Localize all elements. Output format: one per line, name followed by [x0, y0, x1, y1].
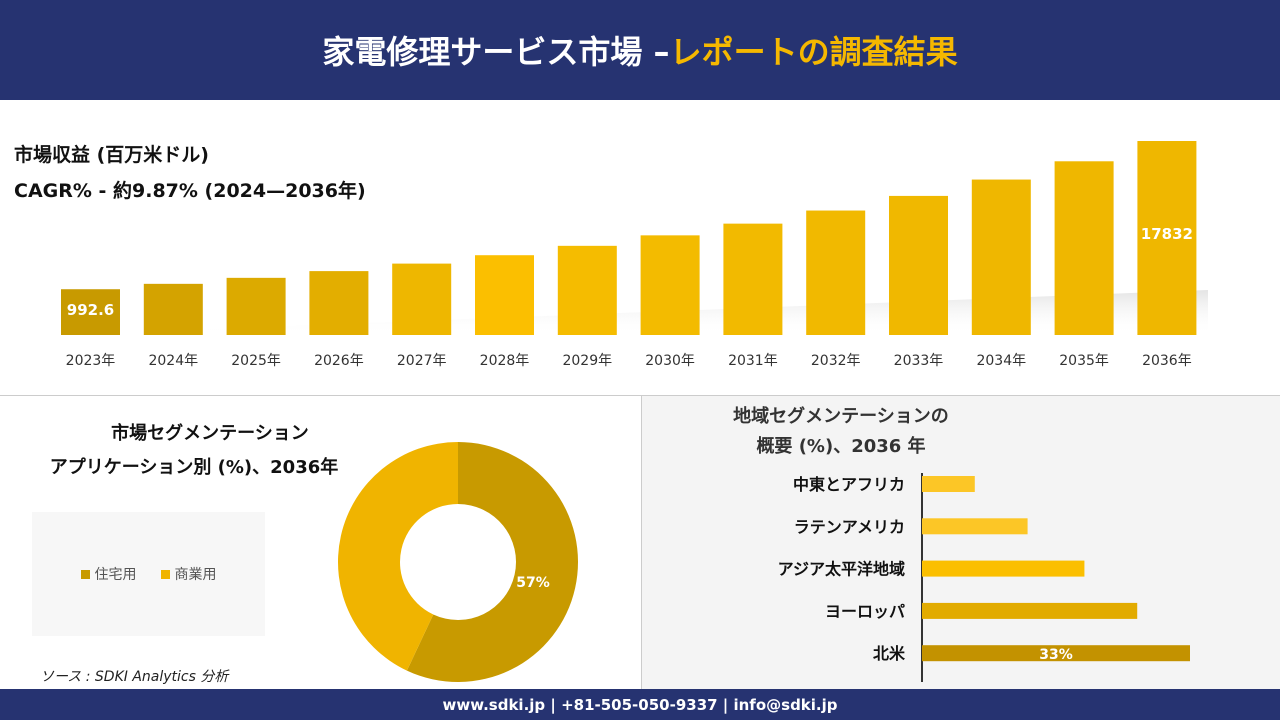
source-note: ソース : SDKI Analytics 分析 — [40, 669, 229, 685]
region-title-1: 地域セグメンテーションの — [733, 406, 949, 427]
bar-ヨーロッパ — [922, 602, 1138, 619]
bar-2033年 — [889, 195, 948, 335]
legend-item-residential: 住宅用 — [80, 564, 137, 584]
bar-北米 — [922, 645, 1190, 662]
bar-2034年 — [971, 179, 1031, 335]
x-tick-label: 2034年 — [976, 353, 1026, 369]
bar-2035年 — [1054, 161, 1114, 335]
bar-アジア太平洋地域 — [922, 560, 1085, 577]
data-label: 17832 — [1141, 225, 1193, 243]
x-tick-label: 2024年 — [148, 353, 198, 369]
application-donut-chart: 57% — [338, 442, 578, 682]
category-label: 北米 — [873, 644, 906, 663]
x-tick-label: 2029年 — [562, 353, 612, 369]
category-label: ラテンアメリカ — [794, 517, 905, 536]
data-label: 992.6 — [67, 301, 114, 319]
bar-2028年 — [475, 255, 534, 335]
slice-label: 57% — [516, 575, 550, 591]
title-main: 家電修理サービス市場 – — [322, 33, 670, 71]
bar-2026年 — [309, 271, 369, 335]
x-tick-label: 2025年 — [231, 353, 281, 369]
legend-label: 住宅用 — [94, 567, 137, 583]
footer-contact: www.sdki.jp | +81-505-050-9337 | info@sd… — [0, 689, 1280, 720]
region-panel — [641, 396, 1280, 689]
x-tick-label: 2031年 — [728, 353, 778, 369]
bar-ラテンアメリカ — [922, 518, 1028, 535]
donut-slice-住宅用 — [406, 442, 578, 682]
x-tick-label: 2023年 — [66, 353, 116, 369]
category-label: アジア太平洋地域 — [778, 560, 905, 579]
segment-title-1: 市場セグメンテーション — [111, 423, 309, 444]
category-label: ヨーロッパ — [825, 602, 905, 621]
legend-item-commercial: 商業用 — [160, 564, 217, 584]
category-label: 中東とアフリカ — [793, 475, 905, 494]
x-tick-label: 2030年 — [645, 353, 695, 369]
header-banner: 家電修理サービス市場 – レポートの調査結果 — [0, 0, 1280, 100]
x-tick-label: 2028年 — [480, 353, 530, 369]
x-tick-label: 2033年 — [894, 353, 944, 369]
x-tick-label: 2026年 — [314, 353, 364, 369]
bar-2025年 — [226, 277, 286, 335]
bar-2030年 — [640, 235, 700, 335]
region-title: 地域セグメンテーションの 概要 (%)、2036 年 — [641, 402, 1041, 462]
data-label: 33% — [1039, 647, 1073, 663]
divider — [0, 395, 1280, 396]
region-title-2: 概要 (%)、2036 年 — [756, 436, 926, 457]
donut-legend: 住宅用 商業用 — [32, 512, 265, 636]
revenue-title: 市場収益 (百万米ドル) — [14, 144, 209, 166]
x-tick-label: 2027年 — [397, 353, 447, 369]
x-tick-label: 2032年 — [811, 353, 861, 369]
bar-中東とアフリカ — [922, 476, 975, 492]
x-tick-label: 2036年 — [1142, 353, 1192, 369]
cagr-text: CAGR% - 約9.87% (2024—2036年) — [14, 180, 366, 202]
legend-label: 商業用 — [174, 567, 217, 583]
x-tick-label: 2035年 — [1059, 353, 1109, 369]
bar-2029年 — [557, 245, 617, 335]
title-accent: レポートの調査結果 — [669, 33, 958, 71]
bar-2023年 — [61, 289, 120, 335]
bar-2027年 — [392, 263, 452, 335]
bar-2036年 — [1137, 141, 1197, 335]
donut-slice-商業用 — [338, 442, 458, 671]
segment-title-2: アプリケーション別 (%)、2036年 — [49, 457, 339, 478]
bar-2024年 — [143, 283, 203, 335]
revenue-bar-chart: 2023年 992.6 2024年 2025年 2026年 2027年 2028年 2029年… — [60, 141, 1208, 369]
bar-2032年 — [806, 210, 866, 335]
bar-2031年 — [723, 223, 783, 335]
